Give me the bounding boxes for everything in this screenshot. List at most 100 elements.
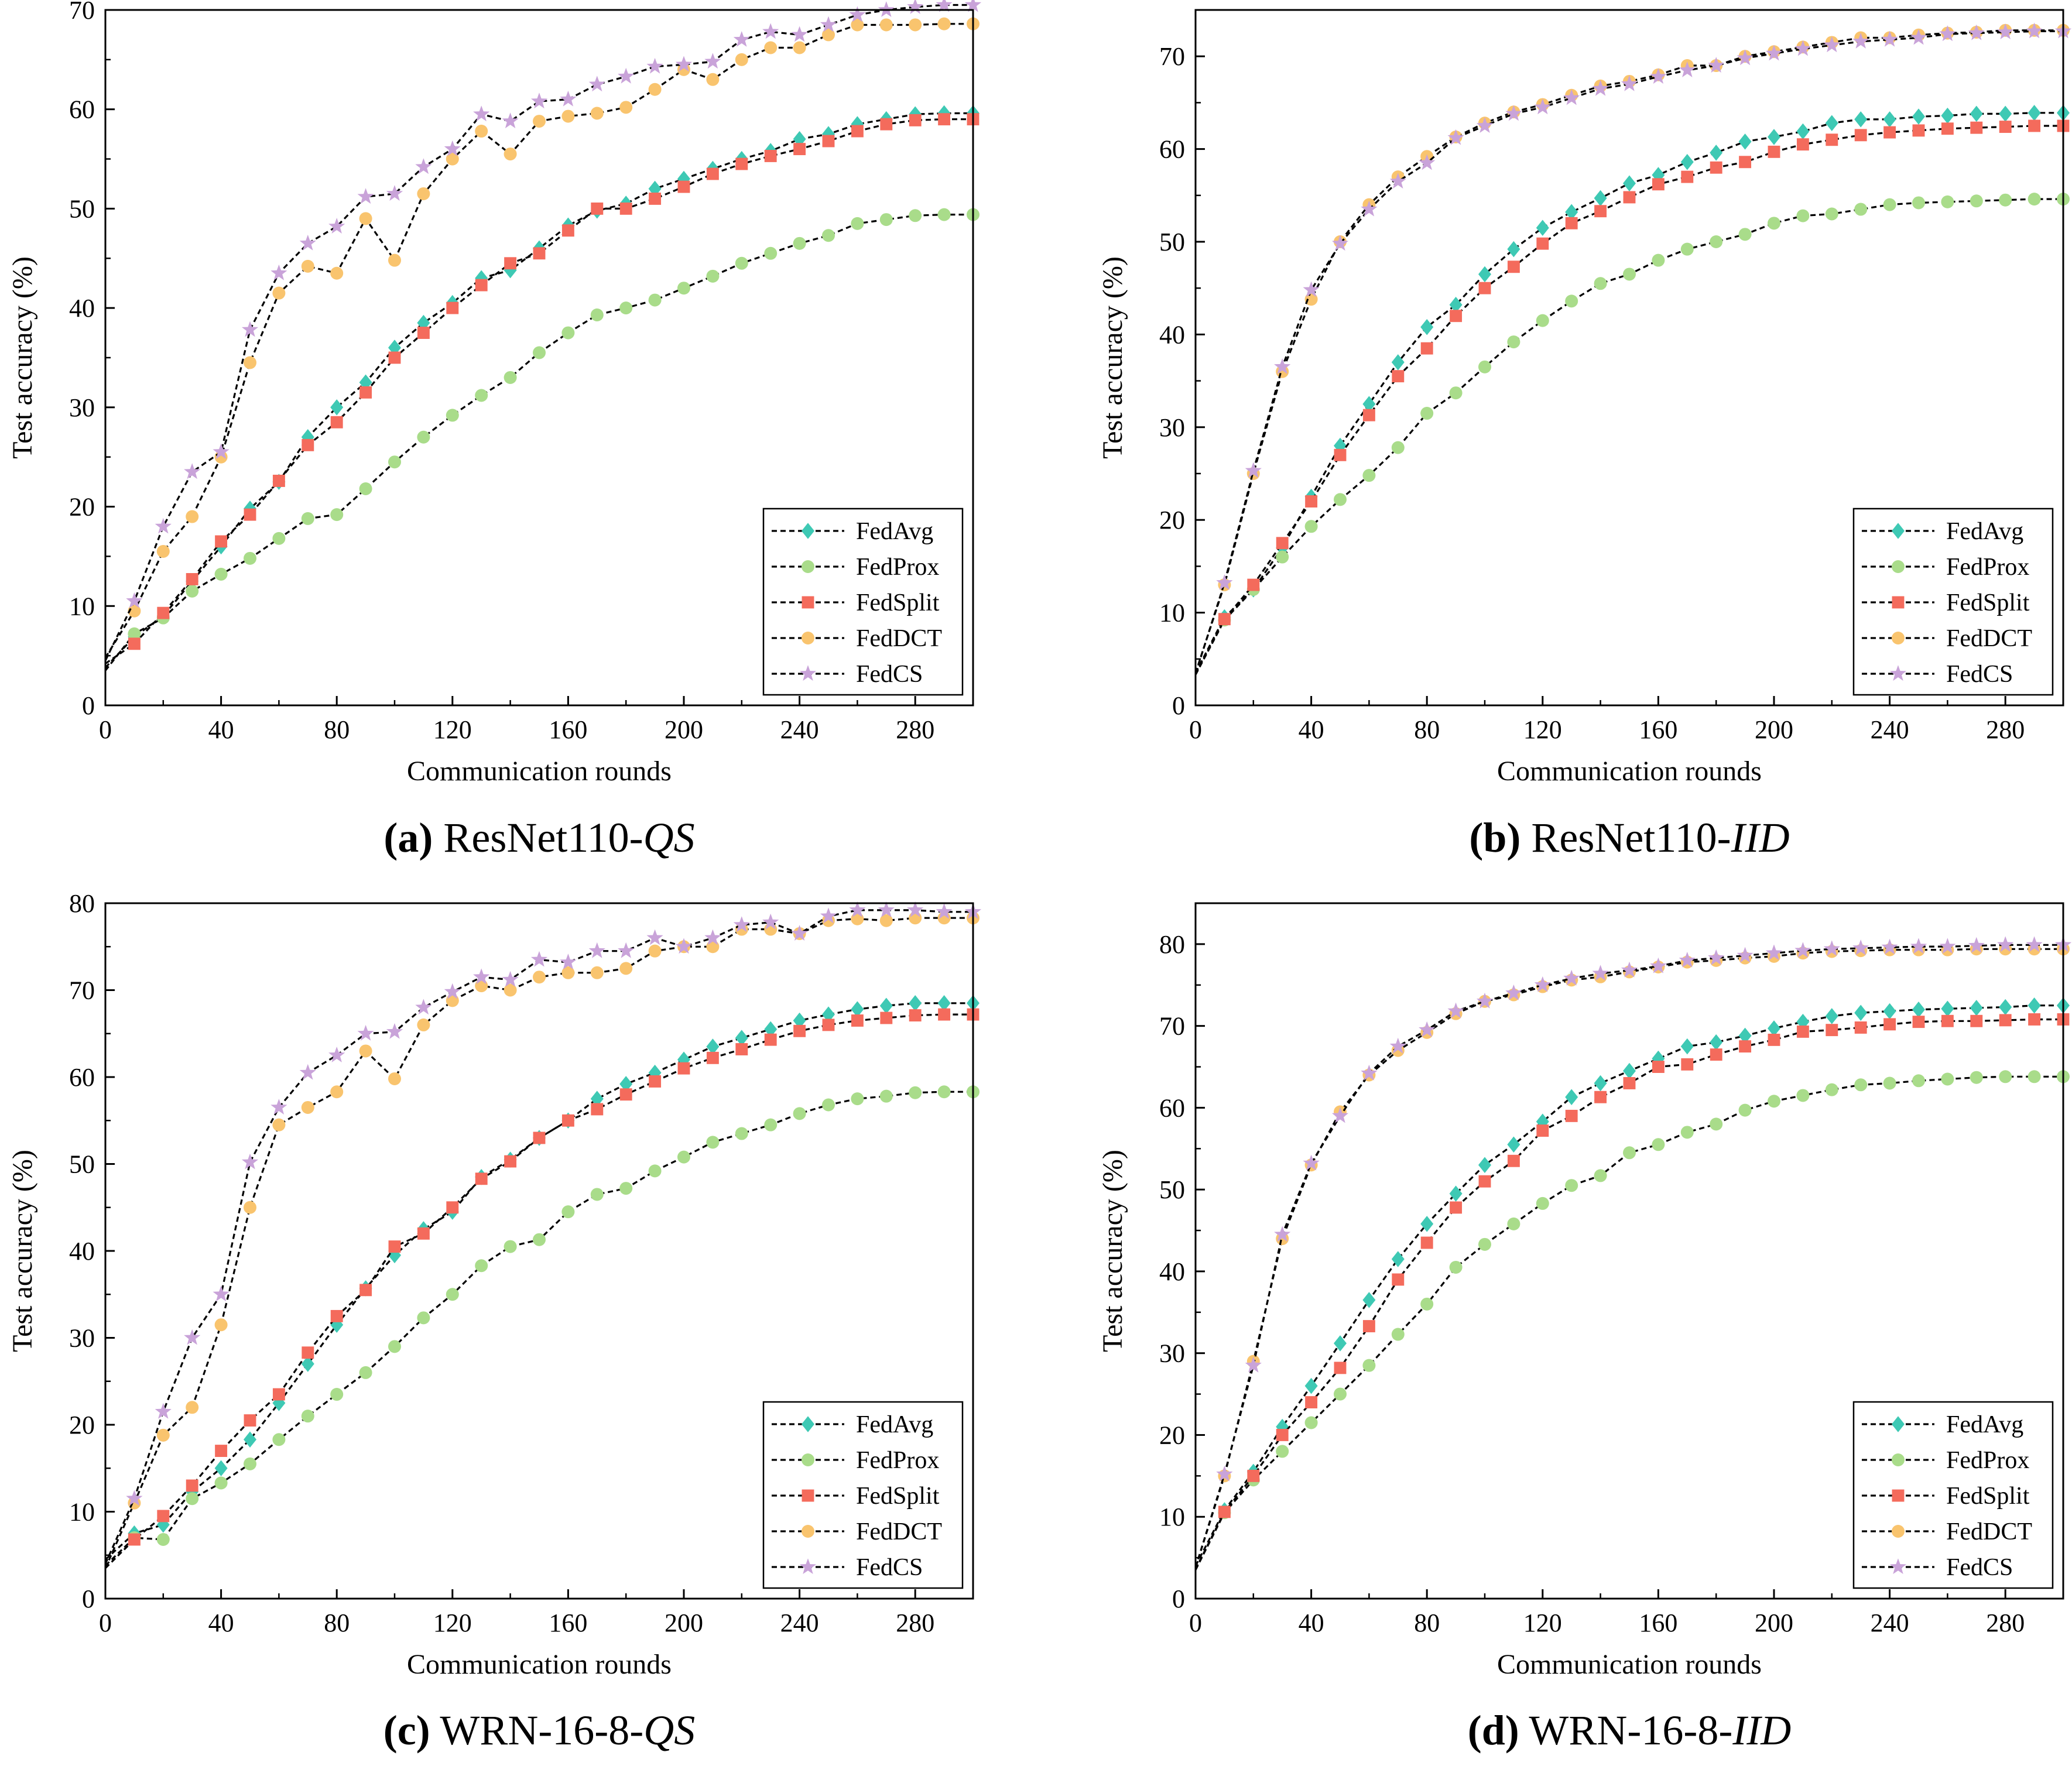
data-point-fedsplit <box>649 1075 662 1088</box>
data-point-fedcs <box>415 999 432 1015</box>
data-point-fedsplit <box>504 257 517 270</box>
data-point-fedcs <box>270 1099 287 1115</box>
data-point-feddct <box>272 286 286 300</box>
data-point-fedsplit <box>591 1103 604 1116</box>
data-point-fedprox <box>301 512 314 525</box>
legend-item-fedcs: FedCS <box>772 1554 923 1581</box>
data-point-fedprox <box>388 455 401 469</box>
data-point-fedavg <box>1478 1157 1491 1173</box>
data-point-fedsplit <box>851 125 864 138</box>
legend-label: FedCS <box>856 661 923 688</box>
data-point-fedprox <box>1623 268 1636 281</box>
data-point-fedcs <box>2026 936 2043 952</box>
data-point-fedcs <box>791 925 808 941</box>
data-point-fedavg <box>2028 105 2041 121</box>
data-point-fedcs <box>328 1047 345 1062</box>
legend-item-fedsplit: FedSplit <box>772 1483 940 1510</box>
legend-item-fedsplit: FedSplit <box>772 589 940 616</box>
data-point-fedsplit <box>475 1172 488 1185</box>
legend-label: FedSplit <box>856 1483 940 1510</box>
data-point-fedcs <box>184 463 201 479</box>
data-point-feddct <box>879 914 893 927</box>
series-fedsplit <box>1194 1013 2070 1570</box>
data-point-fedprox <box>1768 217 1780 230</box>
panel-a-resnet110-qs: 0 40 80 120 160 200 240 280 0 10 20 30 40 50 60 70 Commu… <box>7 0 982 861</box>
data-point-fedcs <box>560 90 577 107</box>
legend-marker-fedsplit <box>802 596 814 609</box>
data-point-feddct <box>446 152 459 166</box>
series-group <box>104 0 982 671</box>
data-point-fedavg <box>1768 1020 1780 1037</box>
data-point-fedprox <box>1276 1445 1289 1458</box>
data-point-fedavg <box>2028 997 2041 1014</box>
x-tick-label: 120 <box>433 715 472 744</box>
data-point-fedsplit <box>128 1533 141 1546</box>
data-point-fedcs <box>1361 200 1378 217</box>
data-point-fedavg <box>590 1091 604 1107</box>
data-point-fedprox <box>793 236 806 250</box>
data-point-fedsplit <box>417 1227 430 1240</box>
legend-label: FedCS <box>856 1554 923 1581</box>
panel-d-wrn-16-8-iid: 0 40 80 120 160 200 240 280 0 10 20 30 40 50 60 70 80 Com… <box>1097 902 2072 1754</box>
x-axis-title: Communication rounds <box>1497 1649 1762 1680</box>
data-point-fedcs <box>1216 574 1233 590</box>
data-point-fedprox <box>735 1127 748 1140</box>
data-point-fedprox <box>533 346 546 359</box>
data-point-fedsplit <box>272 1388 285 1401</box>
data-point-fedcs <box>1419 1021 1436 1037</box>
data-point-fedsplit <box>619 202 632 215</box>
series-fedsplit <box>105 113 980 665</box>
data-point-fedcs <box>1881 938 1898 955</box>
data-point-fedavg <box>1334 1335 1347 1352</box>
plot-frame <box>1194 902 2064 1600</box>
data-point-fedsplit <box>938 113 951 126</box>
data-point-fedsplit <box>793 143 806 156</box>
data-point-fedsplit <box>1362 409 1375 421</box>
data-point-fedcs <box>1389 1037 1406 1054</box>
data-point-feddct <box>156 1428 170 1442</box>
legend-marker-fedsplit <box>802 1489 814 1502</box>
legend-box <box>762 1401 964 1589</box>
data-point-feddct <box>909 18 922 32</box>
x-axis-title: Communication rounds <box>1497 756 1762 787</box>
data-point-fedcs <box>1476 992 1494 1009</box>
x-tick-label: 0 <box>99 715 112 744</box>
data-point-fedsplit <box>157 1510 170 1523</box>
data-point-fedsplit <box>649 193 662 205</box>
data-point-fedcs <box>849 901 866 917</box>
data-point-fedprox <box>561 326 575 340</box>
series-fedcs <box>1194 22 2072 674</box>
data-point-fedprox <box>561 1205 575 1219</box>
data-point-feddct <box>735 53 748 66</box>
data-point-fedcs <box>1331 235 1349 251</box>
data-point-fedcs <box>1823 940 1840 956</box>
data-point-fedcs <box>328 218 345 234</box>
data-point-feddct <box>244 356 256 369</box>
data-point-feddct <box>186 1401 199 1414</box>
data-point-fedsplit <box>1999 1014 2012 1027</box>
data-point-fedprox <box>937 208 951 221</box>
legend-label: FedAvg <box>856 1411 933 1438</box>
data-point-feddct <box>504 983 517 997</box>
data-point-fedprox <box>1652 1138 1665 1151</box>
data-point-fedcs <box>1361 1064 1378 1081</box>
data-point-fedprox <box>1304 520 1318 533</box>
data-point-fedcs <box>415 158 432 174</box>
data-point-fedsplit <box>822 135 835 148</box>
data-point-fedcs <box>1910 29 1927 45</box>
data-point-fedprox <box>1883 198 1896 211</box>
data-point-fedcs <box>213 1285 230 1302</box>
legend-item-feddct: FedDCT <box>772 1518 942 1545</box>
data-point-fedsplit <box>388 351 401 364</box>
data-point-fedprox <box>1334 493 1347 506</box>
legend-label: FedProx <box>1946 1447 2029 1474</box>
data-point-fedprox <box>1507 335 1520 349</box>
data-point-fedcs <box>1621 961 1638 978</box>
data-point-fedavg <box>1449 1185 1463 1202</box>
data-point-fedprox <box>2028 193 2041 206</box>
data-point-fedcs <box>1852 939 1869 955</box>
data-point-fedprox <box>1941 195 1954 208</box>
data-point-fedavg <box>1912 108 1925 125</box>
y-tick-label: 60 <box>69 95 95 124</box>
data-point-fedsplit <box>359 1284 372 1297</box>
